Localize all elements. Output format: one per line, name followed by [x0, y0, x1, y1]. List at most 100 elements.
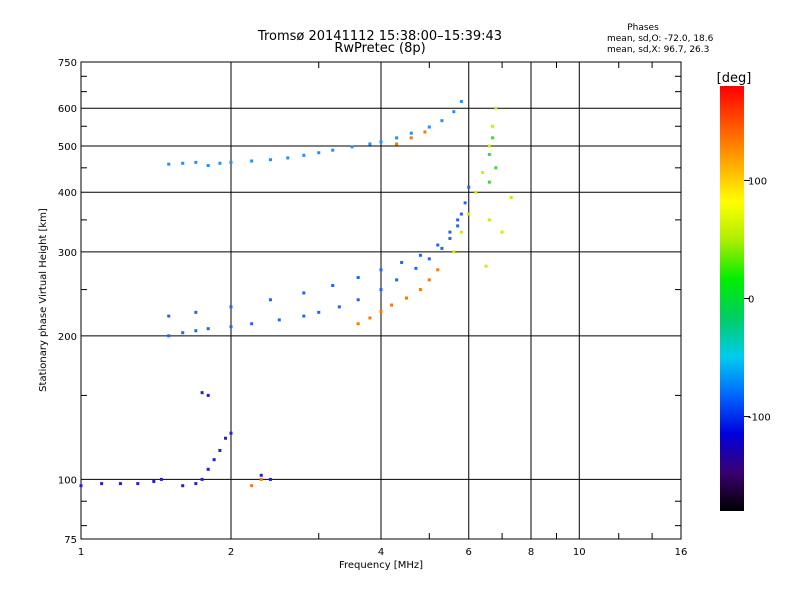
data-point [390, 303, 394, 307]
data-point [452, 110, 456, 114]
data-point [395, 136, 399, 140]
data-point [379, 268, 383, 272]
data-point [409, 131, 413, 135]
data-point [167, 314, 171, 318]
data-point [302, 153, 306, 157]
x-tick-label: 6 [466, 547, 472, 558]
data-point [463, 201, 467, 205]
y-tick-label: 200 [58, 332, 77, 343]
data-point [302, 314, 306, 318]
data-point [167, 162, 171, 166]
data-point [414, 266, 418, 270]
data-point [456, 218, 460, 222]
data-point [268, 298, 272, 302]
data-point [491, 136, 495, 140]
data-point [200, 391, 204, 395]
y-tick-label: 600 [58, 104, 77, 115]
data-point [467, 185, 471, 189]
data-point [500, 230, 504, 234]
phase-line-x: mean, sd,X: 96.7, 26.3 [607, 45, 709, 55]
data-point [494, 166, 498, 170]
data-point [200, 477, 204, 481]
data-point [206, 467, 210, 471]
data-point [194, 160, 198, 164]
data-point [229, 325, 233, 329]
data-point [286, 156, 290, 160]
colorbar [720, 86, 744, 511]
data-point [427, 125, 431, 129]
data-point [452, 250, 456, 254]
x-tick-label: 10 [573, 547, 586, 558]
data-point [206, 327, 210, 331]
data-point [224, 436, 228, 440]
colorbar-label: [deg] [717, 71, 752, 86]
data-point [79, 484, 83, 488]
data-point [484, 264, 488, 268]
data-point [152, 479, 156, 483]
colorbar-ticks: 100 0 -100 [744, 176, 771, 424]
data-point [302, 291, 306, 295]
data-point [494, 106, 498, 110]
data-point [331, 148, 335, 152]
chart-title: Tromsø 20141112 15:38:00–15:39:43 [257, 29, 502, 44]
data-point [404, 296, 408, 300]
tick-layer: 1 2 4 6 8 10 16 75 100 200 300 400 500 600 750 [58, 58, 687, 558]
data-point [181, 331, 185, 335]
data-point [250, 322, 254, 326]
data-point [356, 322, 360, 326]
x-tick-label: 4 [378, 547, 384, 558]
data-point [487, 180, 491, 184]
data-point [218, 448, 222, 452]
data-point [436, 243, 440, 247]
data-point [206, 393, 210, 397]
y-axis-label: Stationary phase Virtual Height [km] [38, 208, 49, 392]
data-point [136, 482, 140, 486]
chart-subtitle: RwPretec (8p) [334, 41, 425, 56]
data-point [167, 334, 171, 338]
colorbar-tick-label: 100 [748, 176, 767, 187]
data-point [218, 161, 222, 165]
data-point [118, 482, 122, 486]
data-point [317, 151, 321, 155]
x-axis-label: Frequency [MHz] [339, 560, 423, 571]
data-point [456, 224, 460, 228]
data-point [448, 236, 452, 240]
colorbar-tick-label: -100 [748, 413, 771, 424]
data-point [400, 260, 404, 264]
data-point [259, 473, 263, 477]
data-point [467, 212, 471, 216]
data-point [229, 160, 233, 164]
data-point [474, 190, 478, 194]
data-point [436, 268, 440, 272]
y-tick-label: 300 [58, 248, 77, 259]
phase-heading: Phases [627, 23, 659, 33]
colorbar-tick-label: 0 [748, 295, 754, 306]
y-tick-label: 500 [58, 142, 77, 153]
data-point [250, 159, 254, 163]
x-tick-label: 16 [675, 547, 688, 558]
data-point [368, 142, 372, 146]
data-point [427, 257, 431, 261]
data-point [356, 298, 360, 302]
data-point [268, 477, 272, 481]
data-point [418, 253, 422, 257]
data-point [379, 140, 383, 144]
data-point [368, 316, 372, 320]
data-point [212, 458, 216, 462]
data-point [491, 124, 495, 128]
data-point [448, 230, 452, 234]
data-point [350, 145, 354, 149]
data-point [487, 144, 491, 148]
data-point [395, 142, 399, 146]
data-point [379, 288, 383, 292]
data-point [418, 288, 422, 292]
data-point [181, 161, 185, 165]
data-point [277, 318, 281, 322]
data-point [268, 158, 272, 162]
data-point [509, 195, 513, 199]
y-tick-label: 400 [58, 188, 77, 199]
data-point [487, 152, 491, 156]
x-tick-label: 2 [228, 547, 234, 558]
data-point [427, 278, 431, 282]
